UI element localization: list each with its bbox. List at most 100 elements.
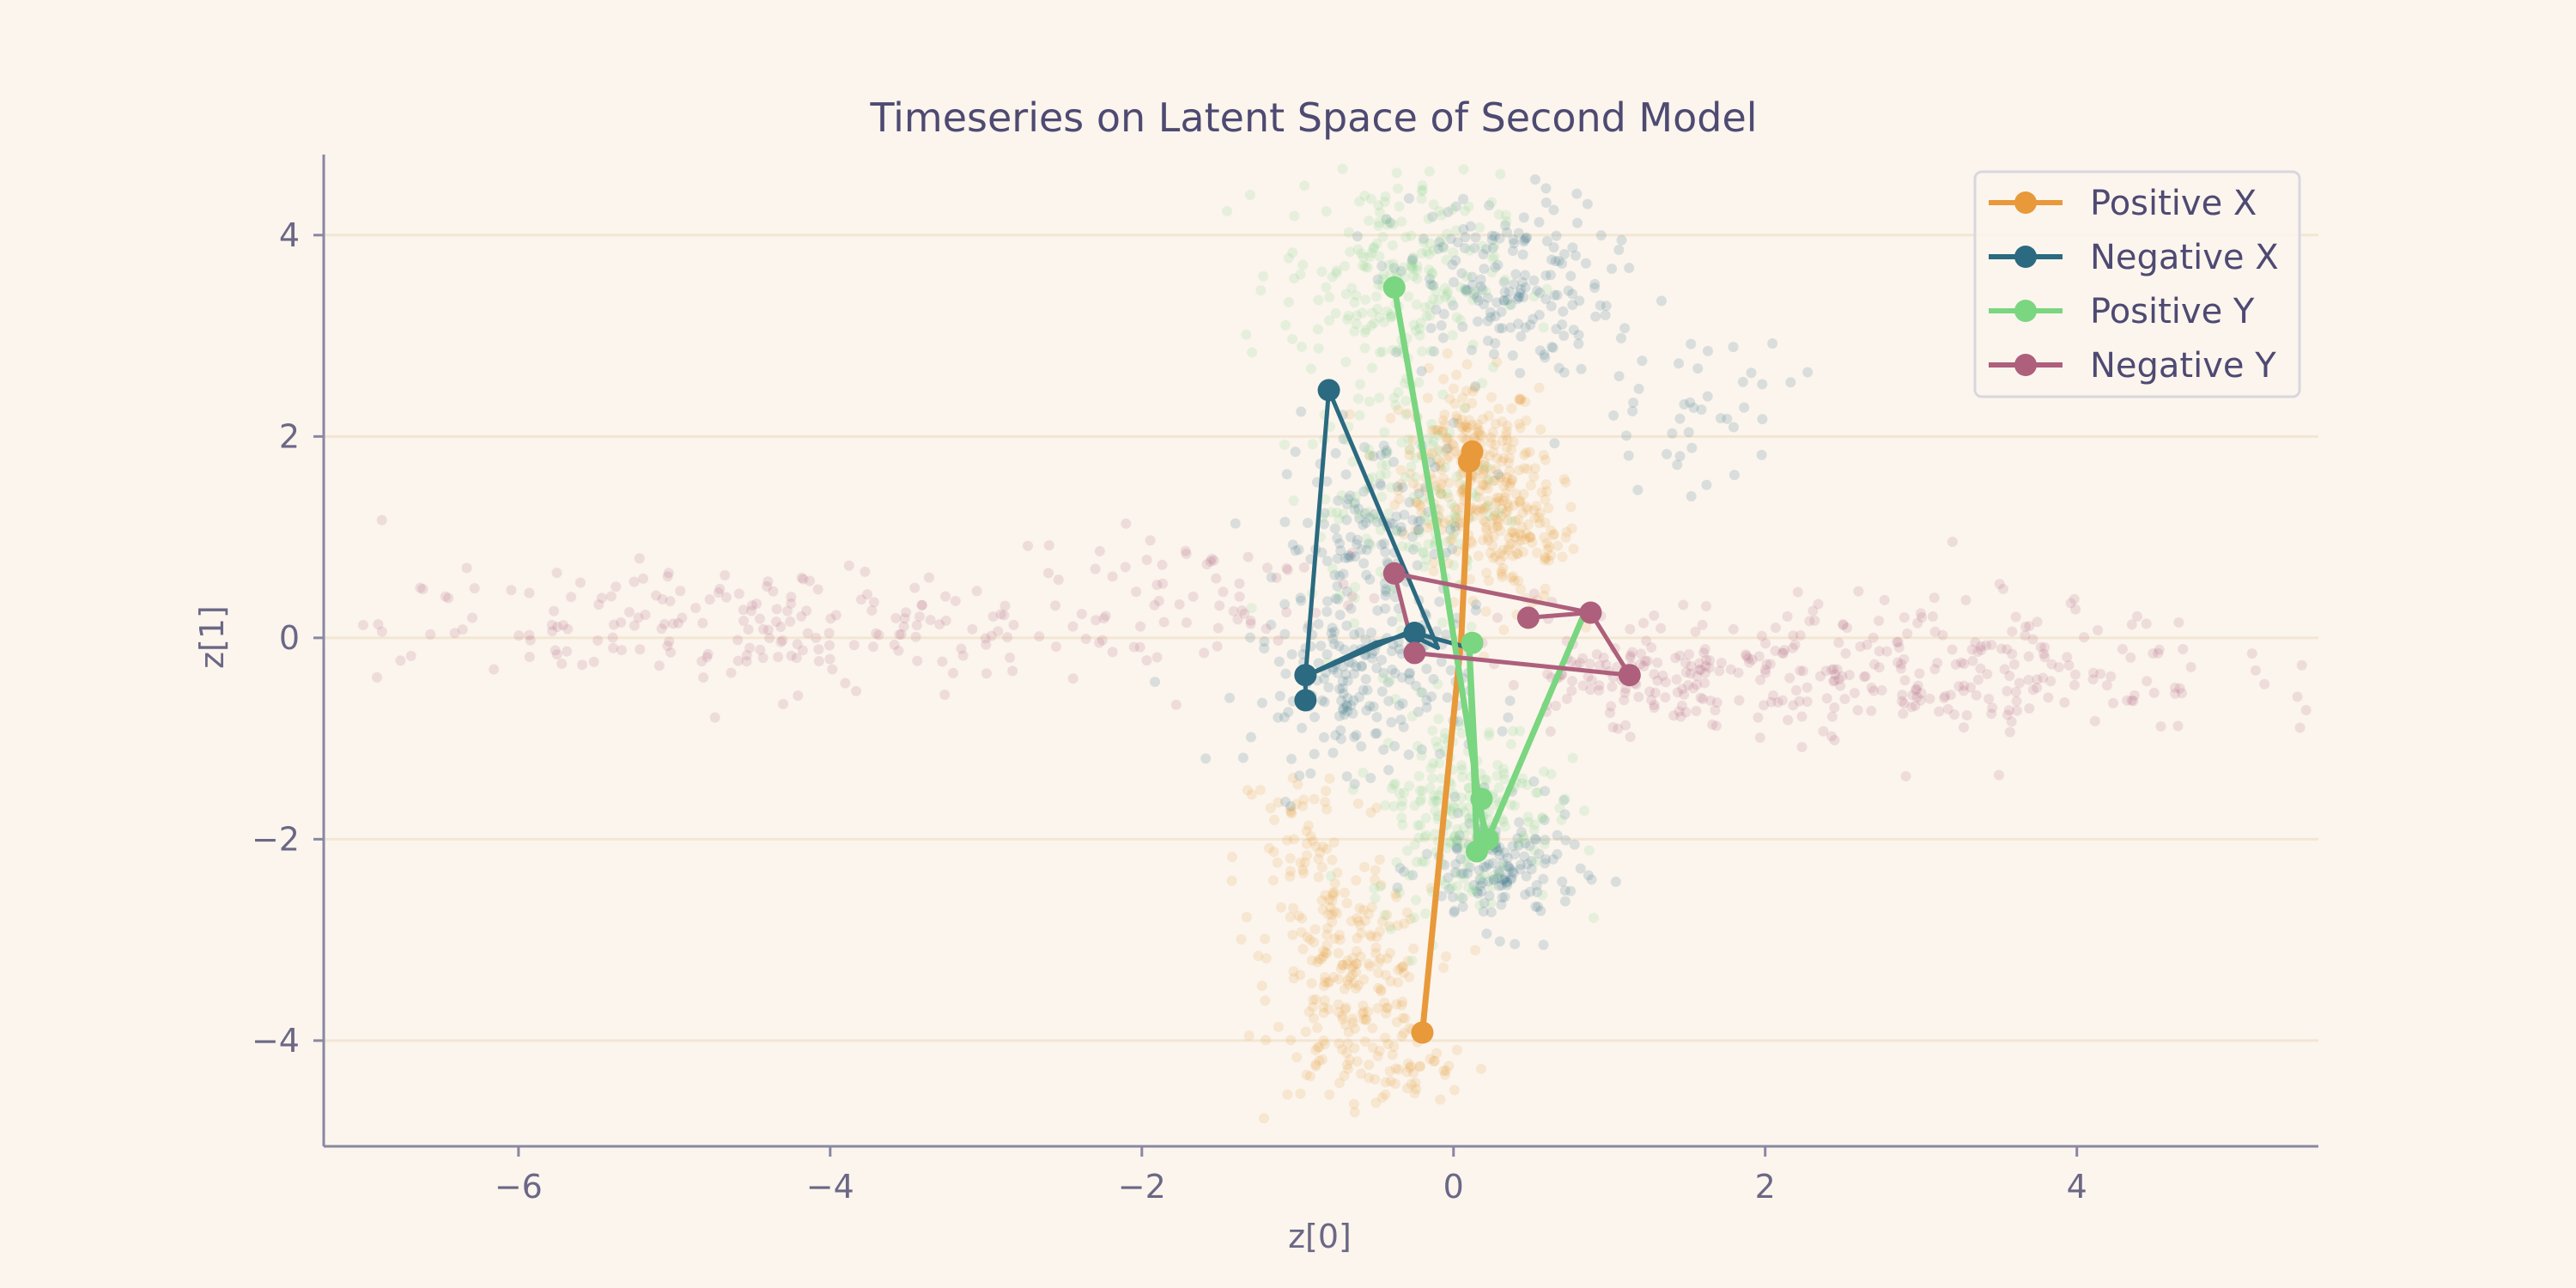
cloud-point	[1382, 738, 1394, 749]
cloud-point	[1348, 977, 1359, 988]
cloud-point	[1565, 656, 1577, 667]
cloud-point	[1258, 270, 1269, 282]
cloud-point	[1365, 807, 1376, 818]
cloud-point	[1451, 868, 1462, 879]
cloud-point	[1568, 544, 1579, 555]
cloud-point	[1199, 647, 1210, 659]
cloud-point	[1452, 237, 1463, 248]
cloud-point	[1373, 279, 1384, 290]
cloud-point	[2020, 621, 2032, 632]
cloud-point	[1388, 219, 1399, 230]
cloud-point	[1642, 655, 1653, 666]
cloud-point	[1361, 705, 1372, 716]
cloud-point	[1359, 191, 1370, 202]
cloud-point	[1305, 830, 1316, 841]
cloud-point	[1498, 276, 1510, 288]
cloud-point	[1473, 865, 1485, 876]
cloud-point	[1497, 503, 1508, 514]
cloud-point	[1363, 958, 1374, 969]
cloud-point	[1753, 651, 1765, 662]
marker-negative-x	[1294, 689, 1317, 712]
cloud-point	[1513, 228, 1524, 239]
cloud-point	[1624, 263, 1635, 274]
cloud-point	[1158, 617, 1170, 628]
cloud-point	[1438, 374, 1449, 385]
cloud-point	[967, 623, 978, 635]
cloud-point	[1309, 937, 1320, 948]
cloud-point	[1407, 544, 1419, 555]
cloud-point	[1502, 853, 1513, 864]
cloud-point	[1157, 559, 1168, 570]
cloud-point	[1746, 368, 1757, 379]
cloud-point	[1358, 252, 1370, 263]
cloud-point	[1376, 984, 1387, 995]
cloud-point	[1411, 680, 1422, 691]
cloud-point	[1425, 300, 1436, 311]
cloud-point	[1458, 193, 1469, 204]
cloud-point	[726, 667, 737, 678]
cloud-point	[1345, 246, 1356, 258]
cloud-point	[1383, 764, 1394, 775]
cloud-point	[1501, 442, 1512, 453]
cloud-point	[2043, 692, 2054, 703]
cloud-point	[1496, 880, 1507, 890]
cloud-point	[1448, 809, 1459, 820]
cloud-point	[1586, 874, 1597, 885]
cloud-point	[1456, 422, 1467, 433]
cloud-point	[562, 646, 573, 657]
cloud-point	[1441, 629, 1452, 641]
cloud-point	[1318, 1007, 1329, 1018]
cloud-point	[1285, 805, 1296, 816]
cloud-point	[1416, 507, 1427, 519]
cloud-point	[1345, 490, 1356, 501]
cloud-point	[1413, 488, 1425, 499]
cloud-point	[1280, 319, 1291, 331]
cloud-point	[791, 653, 802, 664]
cloud-point	[1486, 267, 1498, 278]
cloud-point	[1694, 658, 1705, 669]
cloud-point	[1929, 626, 1941, 637]
cloud-point	[1492, 492, 1503, 503]
cloud-point	[1339, 644, 1350, 655]
cloud-point	[1947, 644, 1958, 655]
cloud-point	[1628, 397, 1639, 408]
cloud-point	[1537, 813, 1548, 824]
cloud-point	[1529, 463, 1540, 474]
cloud-point	[1365, 539, 1376, 550]
cloud-point	[1433, 789, 1444, 800]
cloud-point	[1601, 659, 1612, 671]
cloud-point	[1583, 845, 1595, 856]
cloud-point	[1507, 246, 1518, 257]
cloud-point	[1134, 641, 1145, 653]
cloud-point	[1531, 501, 1542, 512]
cloud-point	[1287, 929, 1298, 940]
cloud-point	[1385, 975, 1396, 987]
cloud-point	[1407, 252, 1419, 263]
cloud-point	[1516, 521, 1528, 532]
cloud-point	[1439, 419, 1450, 430]
cloud-point	[1364, 215, 1375, 226]
cloud-point	[1532, 886, 1543, 897]
cloud-point	[1135, 621, 1146, 632]
cloud-point	[1431, 425, 1443, 436]
cloud-point	[1412, 273, 1423, 284]
cloud-point	[1359, 861, 1370, 872]
cloud-point	[1428, 757, 1439, 769]
cloud-point	[1424, 166, 1435, 177]
cloud-point	[1214, 600, 1225, 611]
cloud-point	[947, 667, 958, 678]
cloud-point	[2173, 617, 2184, 628]
cloud-point	[1802, 367, 1814, 378]
marker-negative-y	[1618, 664, 1641, 687]
cloud-point	[524, 587, 535, 598]
cloud-point	[1334, 538, 1346, 549]
cloud-point	[1499, 821, 1510, 832]
cloud-point	[1320, 494, 1331, 505]
cloud-point	[1754, 732, 1765, 744]
cloud-point	[798, 574, 809, 585]
cloud-point	[1412, 560, 1423, 571]
cloud-point	[1302, 932, 1313, 943]
cloud-point	[2069, 669, 2081, 680]
cloud-point	[2148, 687, 2160, 698]
cloud-point	[1467, 420, 1478, 431]
